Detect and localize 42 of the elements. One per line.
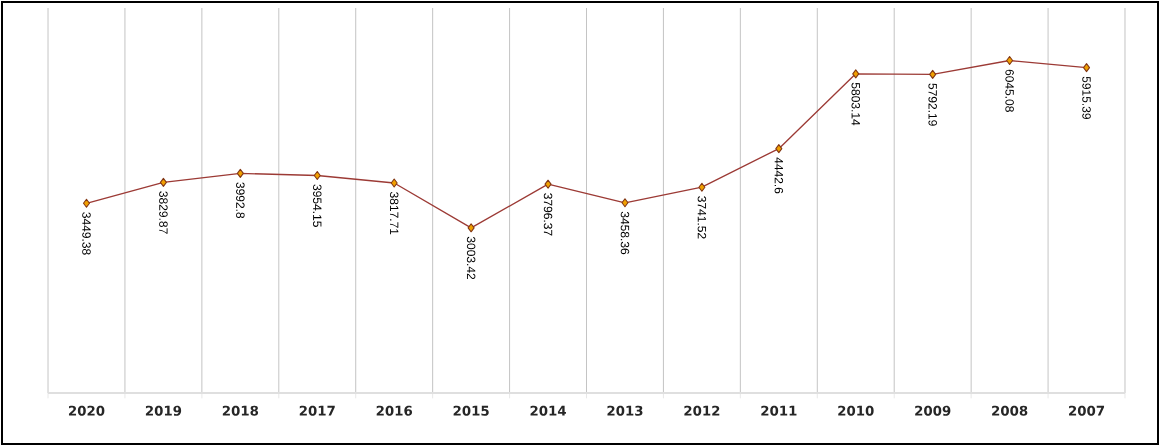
point — [929, 69, 937, 79]
x-tick-label: 2007 — [1069, 405, 1105, 416]
data-label: 3458.36 — [620, 211, 630, 255]
point — [698, 182, 706, 192]
data-label: 3954.15 — [313, 184, 322, 227]
point — [236, 168, 244, 178]
data-label: 4442.6 — [774, 157, 784, 194]
x-tick-label: 2014 — [530, 405, 567, 416]
point — [544, 179, 552, 189]
data-label: 3992.8 — [236, 182, 245, 219]
data-label: 5803.14 — [851, 82, 861, 126]
x-tick-label: 2010 — [838, 405, 874, 416]
point — [467, 223, 475, 233]
data-label: 3817.71 — [389, 192, 399, 235]
point — [159, 177, 167, 187]
point — [1006, 55, 1014, 66]
point — [1082, 63, 1091, 73]
data-label: 3449.38 — [82, 212, 91, 255]
x-tick-label: 2016 — [376, 405, 413, 416]
x-tick-label: 2009 — [915, 405, 951, 416]
point — [390, 178, 398, 188]
x-tick-label: 2011 — [761, 405, 797, 416]
x-tick-label: 2012 — [684, 405, 720, 416]
x-tick-label: 2017 — [299, 405, 335, 416]
data-label: 3741.52 — [697, 196, 707, 239]
data-label: 3003.42 — [466, 236, 476, 280]
data-label: 5792.19 — [928, 83, 937, 126]
point — [82, 198, 91, 208]
x-tick-label: 2019 — [145, 405, 182, 416]
point — [775, 144, 783, 154]
point — [621, 198, 629, 208]
x-tick-label: 2015 — [453, 405, 489, 416]
point — [313, 170, 321, 181]
data-label: 3796.37 — [543, 193, 553, 236]
data-label: 3829.87 — [159, 191, 168, 234]
x-tick-label: 2008 — [992, 405, 1028, 416]
data-label: 5915.39 — [1082, 76, 1091, 119]
x-tick-label: 2020 — [68, 405, 105, 416]
point — [852, 69, 860, 79]
x-tick-label: 2018 — [222, 405, 259, 416]
data-label: 6045.08 — [1005, 69, 1014, 112]
x-tick-label: 2013 — [607, 405, 643, 416]
